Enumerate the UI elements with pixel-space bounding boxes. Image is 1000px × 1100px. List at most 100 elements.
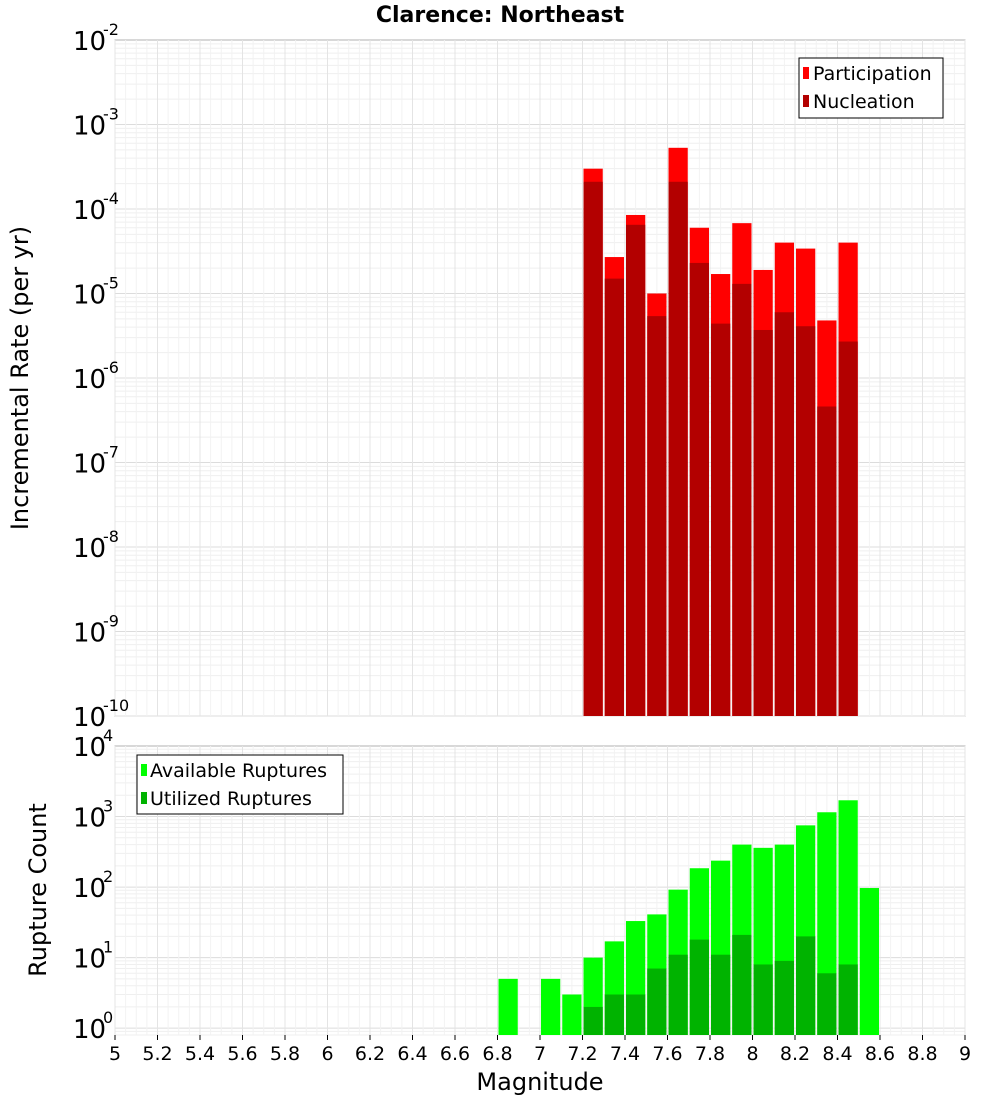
x-tick-label: 7.8 [695, 1043, 725, 1065]
x-tick-label: 5.8 [270, 1043, 300, 1065]
bar-nucleation [626, 224, 646, 716]
x-tick-labels: 5 5.2 5.4 5.6 5.8 6 6.2 6.4 6.6 6.8 7 7.2 7.4 7.6 7.8 8… [109, 1035, 971, 1065]
rate-bars [583, 147, 858, 717]
x-axis-label: Magnitude [476, 1068, 603, 1096]
rate-y-tick-label: 10 [73, 703, 106, 733]
bar-available [498, 978, 518, 1035]
rate-y-tick-label: 10 [73, 450, 106, 480]
bar-utilized [626, 994, 646, 1035]
rate-panel: 10-210-310-410-510-610-710-810-910-10 In… [6, 20, 966, 733]
bar-utilized [774, 960, 794, 1035]
bar-utilized [647, 968, 667, 1035]
x-tick-label: 8.4 [822, 1043, 852, 1065]
bar-utilized [753, 964, 773, 1035]
rate-y-tick-label: 10 [73, 27, 106, 57]
legend-label-available: Available Ruptures [150, 760, 327, 782]
bar-utilized [732, 934, 752, 1035]
x-tick-label: 7.2 [567, 1043, 597, 1065]
count-y-tick-label: 10 [73, 1015, 106, 1045]
count-y-tick-label: 10 [73, 733, 106, 763]
x-tick-label: 5.2 [142, 1043, 172, 1065]
bar-utilized [711, 954, 731, 1035]
bar-nucleation [647, 316, 667, 716]
x-tick-label: 6.4 [397, 1043, 427, 1065]
x-tick-label: 5 [109, 1043, 121, 1065]
legend-label-nucleation: Nucleation [813, 91, 915, 113]
rate-y-tick-label: 10 [73, 112, 106, 142]
legend-label-participation: Participation [813, 63, 932, 85]
x-tick-label: 8.2 [780, 1043, 810, 1065]
bar-utilized [796, 936, 816, 1035]
x-tick-label: 6 [321, 1043, 333, 1065]
bar-nucleation [711, 323, 731, 716]
bar-utilized [668, 954, 688, 1035]
rate-y-tick-exponent: -2 [103, 20, 119, 39]
bar-utilized [689, 939, 709, 1035]
legend-swatch-utilized [141, 792, 147, 804]
count-y-tick-exponent: 2 [103, 867, 113, 886]
bar-utilized [604, 994, 624, 1035]
rate-y-tick-exponent: -7 [103, 443, 119, 462]
x-tick-label: 9 [959, 1043, 971, 1065]
bar-nucleation [817, 406, 837, 716]
count-legend-box [136, 754, 344, 815]
rate-y-axis-label: Incremental Rate (per yr) [6, 226, 34, 530]
count-y-tick-exponent: 4 [103, 726, 113, 745]
x-tick-label: 7 [534, 1043, 546, 1065]
legend-swatch-nucleation [803, 95, 809, 107]
rate-gridlines [114, 40, 966, 717]
x-tick-label: 8.6 [865, 1043, 895, 1065]
bar-nucleation [774, 312, 794, 716]
rate-y-tick-label: 10 [73, 534, 106, 564]
count-y-tick-exponent: 1 [103, 938, 113, 957]
x-tick-label: 6.2 [355, 1043, 385, 1065]
bar-nucleation [796, 326, 816, 716]
bar-available [859, 888, 879, 1035]
bar-utilized [817, 973, 837, 1035]
count-bars [498, 800, 879, 1035]
rate-y-tick-label: 10 [73, 365, 106, 395]
x-tick-label: 5.6 [227, 1043, 257, 1065]
rate-y-tick-exponent: -5 [103, 274, 119, 293]
bar-nucleation [838, 341, 858, 716]
count-legend: Available Ruptures Utilized Ruptures [136, 754, 344, 815]
bar-available [562, 994, 582, 1035]
x-tick-label: 8 [746, 1043, 758, 1065]
x-tick-label: 8.8 [907, 1043, 937, 1065]
rate-y-tick-label: 10 [73, 281, 106, 311]
rate-y-tick-exponent: -10 [103, 696, 129, 715]
x-tick-label: 6.6 [440, 1043, 470, 1065]
legend-swatch-participation [803, 67, 809, 79]
rate-y-tick-labels: 10-210-310-410-510-610-710-810-910-10 [73, 20, 129, 733]
bar-nucleation [668, 181, 688, 717]
rate-y-tick-exponent: -9 [103, 612, 119, 631]
rate-y-tick-exponent: -3 [103, 105, 119, 124]
x-tick-label: 5.4 [185, 1043, 215, 1065]
bar-utilized [583, 1006, 603, 1035]
rate-y-tick-label: 10 [73, 619, 106, 649]
bar-nucleation [753, 329, 773, 716]
bar-utilized [838, 964, 858, 1035]
rate-legend: Participation Nucleation [798, 57, 944, 119]
count-y-tick-exponent: 3 [103, 797, 113, 816]
count-y-tick-label: 10 [73, 945, 106, 975]
rate-y-tick-exponent: -8 [103, 527, 119, 546]
x-tick-label: 7.6 [652, 1043, 682, 1065]
legend-swatch-available [141, 764, 147, 776]
rate-y-tick-exponent: -6 [103, 358, 119, 377]
count-y-tick-exponent: 0 [103, 1008, 113, 1027]
rate-y-tick-exponent: -4 [103, 189, 119, 208]
bar-nucleation [732, 283, 752, 716]
bar-nucleation [583, 181, 603, 717]
chart-title: Clarence: Northeast [376, 3, 625, 28]
rate-y-tick-label: 10 [73, 196, 106, 226]
count-y-tick-label: 10 [73, 874, 106, 904]
rate-legend-box [798, 57, 944, 119]
count-y-axis-label: Rupture Count [24, 803, 52, 977]
x-tick-label: 6.8 [482, 1043, 512, 1065]
count-y-tick-label: 10 [73, 804, 106, 834]
bar-nucleation [689, 262, 709, 716]
legend-label-utilized: Utilized Ruptures [150, 788, 312, 810]
